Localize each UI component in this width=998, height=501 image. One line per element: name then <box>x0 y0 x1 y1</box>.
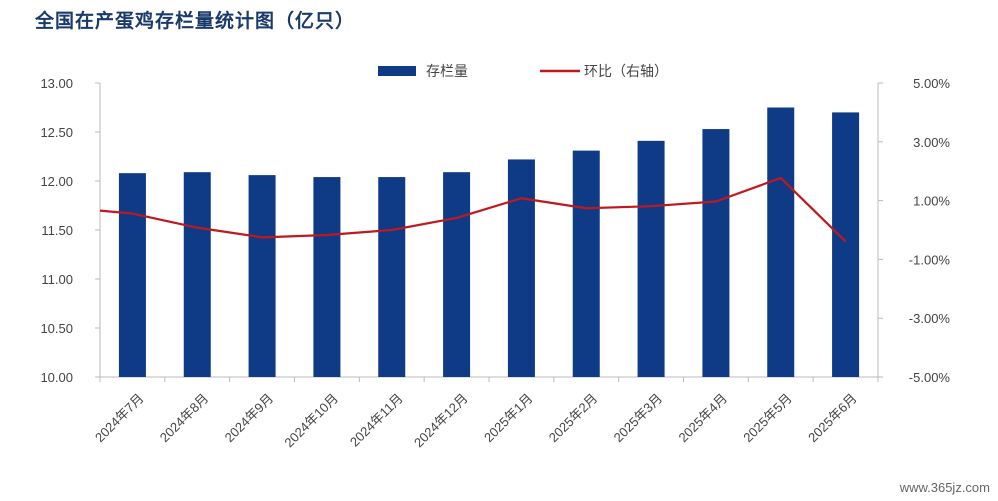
x-tick-label: 2024年8月 <box>157 391 212 446</box>
bar <box>443 172 471 377</box>
bar <box>118 173 146 377</box>
bar <box>183 172 211 377</box>
legend-label-line: 环比（右轴） <box>584 64 668 80</box>
bar <box>702 129 730 377</box>
series-line <box>99 176 847 243</box>
bar <box>832 112 860 378</box>
left-tick-label: 13.00 <box>40 76 73 91</box>
left-tick-label: 10.50 <box>40 321 73 336</box>
x-tick-label: 2025年3月 <box>611 391 666 446</box>
left-tick-label: 12.50 <box>40 125 73 140</box>
x-tick-label: 2024年7月 <box>92 391 147 446</box>
legend-swatch-bar <box>378 66 416 76</box>
x-tick-label: 2024年11月 <box>347 391 406 450</box>
bar <box>507 159 535 377</box>
bar <box>378 177 406 377</box>
right-tick-label: 3.00% <box>913 135 950 150</box>
x-tick-label: 2025年1月 <box>481 391 536 446</box>
watermark-text: www.365jz.com <box>899 480 990 495</box>
x-tick-label: 2024年12月 <box>411 391 471 451</box>
x-tick-label: 2025年2月 <box>546 391 601 446</box>
bar <box>572 150 600 377</box>
bar <box>248 175 276 377</box>
x-tick-label: 2024年10月 <box>281 391 341 451</box>
x-tick-label: 2024年9月 <box>222 391 277 446</box>
right-tick-label: -5.00% <box>909 370 951 385</box>
left-tick-label: 11.50 <box>41 223 73 238</box>
right-tick-label: -3.00% <box>909 311 951 326</box>
x-tick-label: 2025年4月 <box>675 391 730 446</box>
left-tick-label: 10.00 <box>40 370 73 385</box>
chart-title: 全国在产蛋鸡存栏量统计图（亿只） <box>35 10 356 32</box>
right-tick-label: -1.00% <box>909 252 951 267</box>
right-tick-label: 1.00% <box>913 194 950 209</box>
bar <box>637 140 665 377</box>
bar <box>313 177 341 377</box>
right-tick-label: 5.00% <box>913 76 950 91</box>
left-tick-label: 11.00 <box>41 272 73 287</box>
bar <box>767 107 795 377</box>
x-tick-label: 2025年6月 <box>805 391 860 446</box>
left-tick-label: 12.00 <box>40 174 73 189</box>
x-tick-label: 2025年5月 <box>740 391 795 446</box>
legend-label-bar: 存栏量 <box>426 64 468 80</box>
